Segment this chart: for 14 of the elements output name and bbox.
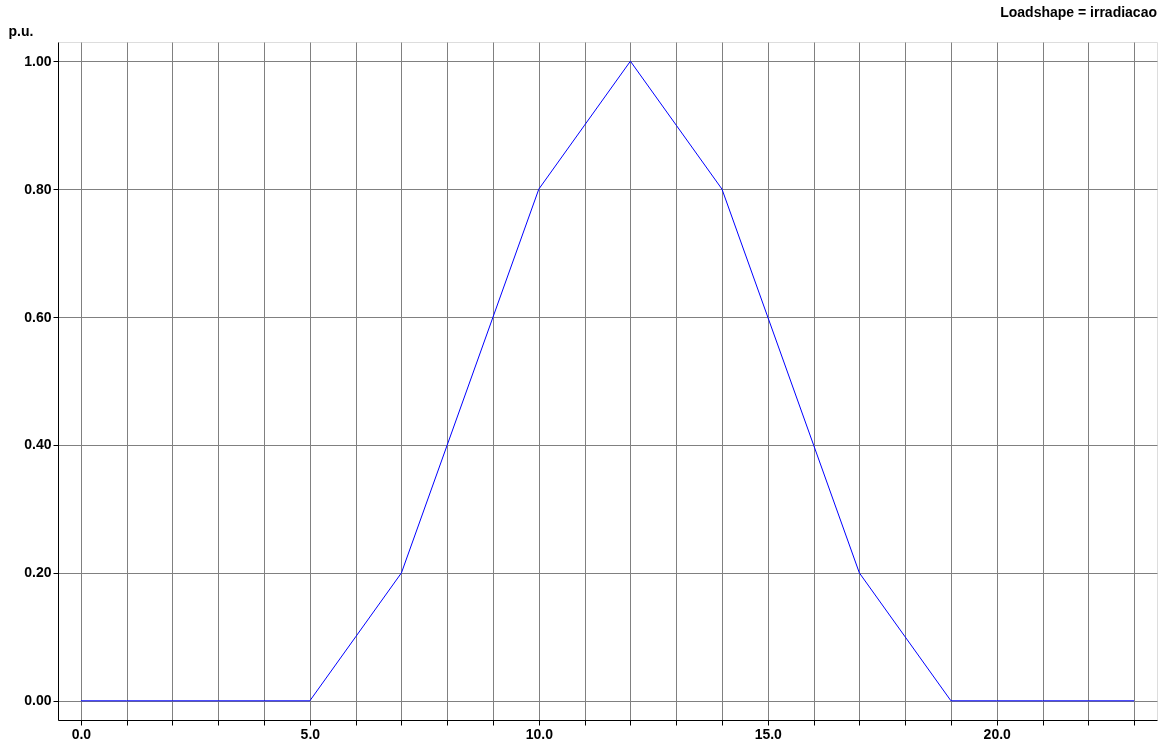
y-tick-label: 0.60 xyxy=(24,308,52,325)
x-tick-label: 10.0 xyxy=(525,725,554,742)
y-tick-label: 0.20 xyxy=(24,564,52,581)
x-tick-label: 20.0 xyxy=(983,725,1012,742)
y-axis-title: p.u. xyxy=(8,22,34,39)
y-tick-label: 0.40 xyxy=(24,436,52,453)
y-tick-label: 0.00 xyxy=(24,692,52,709)
x-tick-label: 0.0 xyxy=(71,725,92,742)
y-tick-label: 0.80 xyxy=(24,180,52,197)
line-series xyxy=(80,60,1135,702)
x-tick-label: 5.0 xyxy=(300,725,321,742)
x-tick-label: 15.0 xyxy=(754,725,783,742)
y-tick-label: 1.00 xyxy=(24,52,52,69)
chart-title: Loadshape = irradiacao xyxy=(1000,4,1157,20)
